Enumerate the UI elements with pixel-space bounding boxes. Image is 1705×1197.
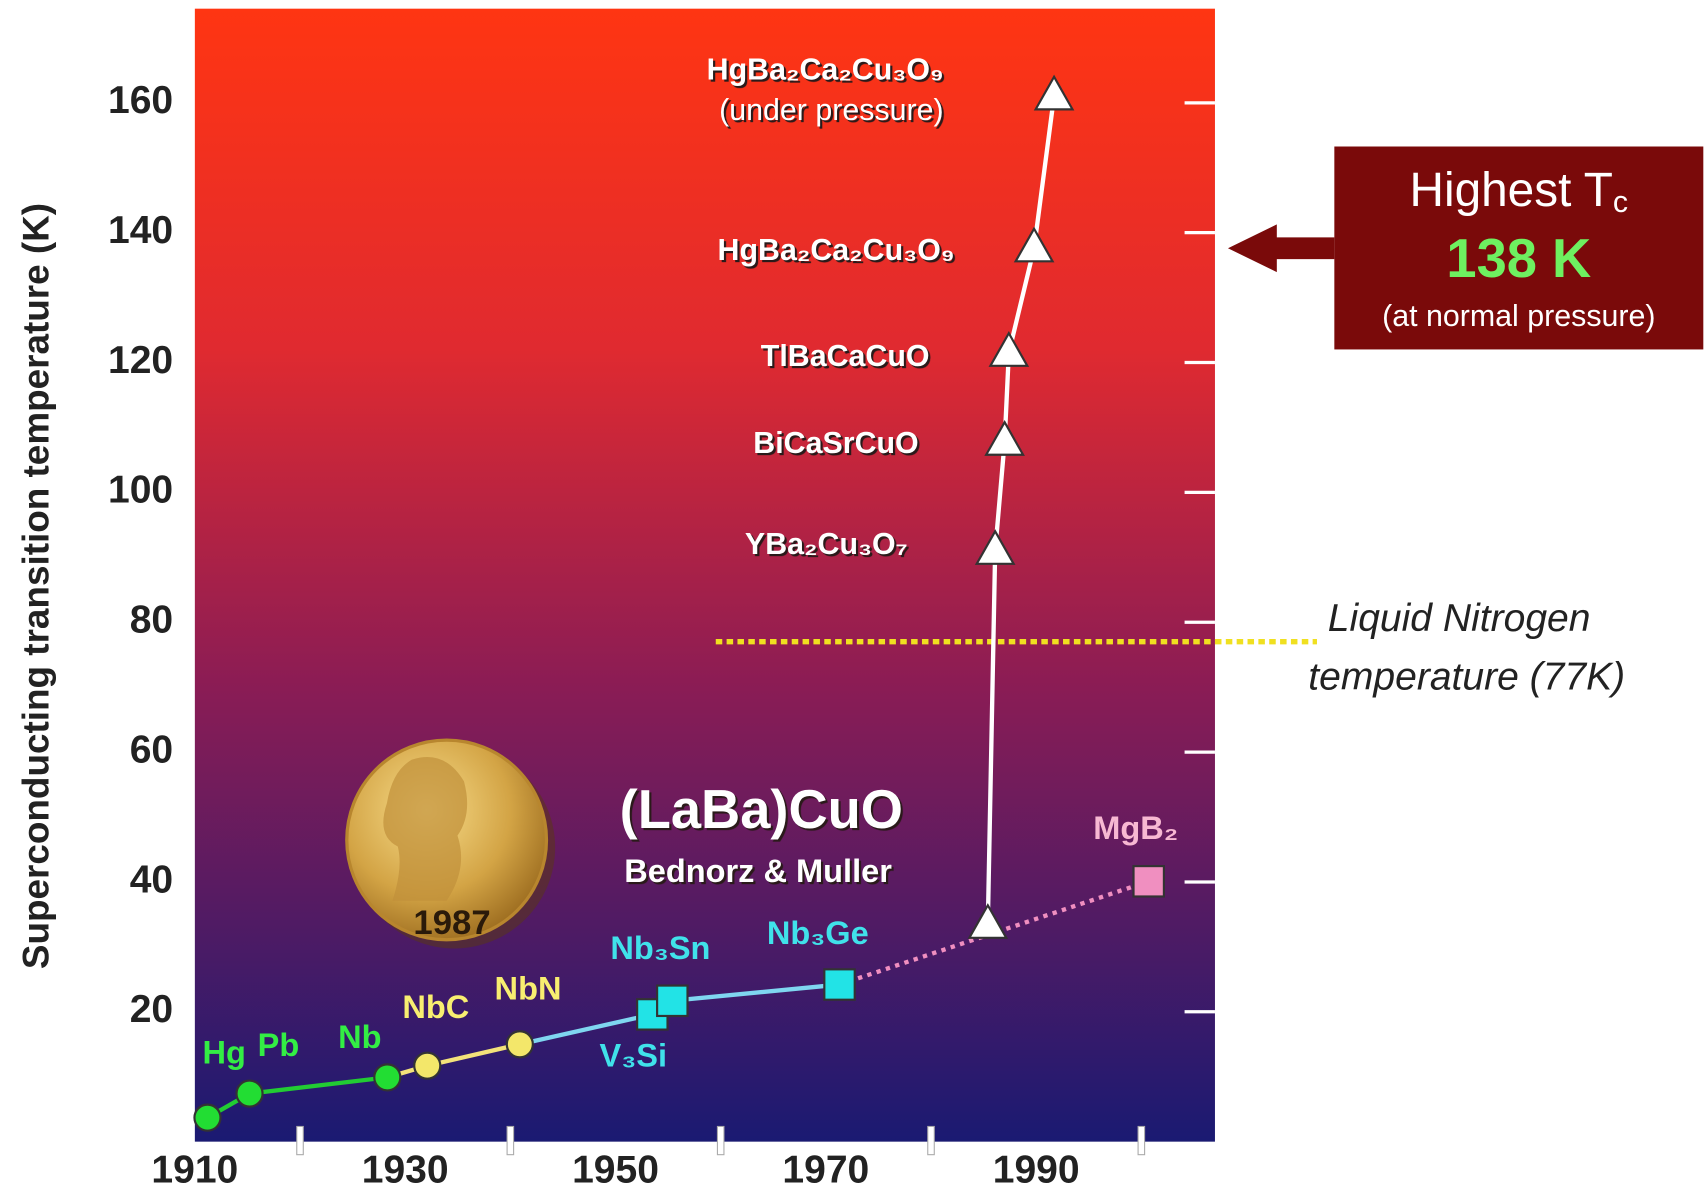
point-label: HgBa₂Ca₂Cu₃O₉ — [707, 53, 944, 87]
page: {"chart_data": { "type": "scatter", "y_l… — [0, 0, 1705, 1197]
x-tick-label: 1970 — [782, 1148, 869, 1191]
y-axis-title: Superconducting transition temperature (… — [15, 203, 56, 969]
point-label: MgB₂ — [1093, 810, 1178, 846]
x-tick-label: 1930 — [362, 1148, 449, 1191]
authors-label: Bednorz & Muller — [624, 853, 892, 889]
point — [1134, 866, 1164, 896]
medal-year: 1987 — [413, 904, 490, 942]
point — [374, 1064, 400, 1090]
point — [657, 986, 687, 1016]
point — [237, 1081, 263, 1107]
point-label: YBa₂Cu₃O₇ — [745, 527, 908, 561]
callout: Highest Tc 138 K (at normal pressure) — [1228, 147, 1703, 350]
point-label: BiCaSrCuO — [753, 426, 918, 460]
y-tick-label: 40 — [130, 858, 173, 901]
chart: Superconducting transition temperature (… — [0, 0, 1705, 1197]
x-tick-label: 1990 — [993, 1148, 1080, 1191]
y-tick-label: 160 — [108, 79, 173, 122]
callout-title: Highest Tc — [1410, 164, 1629, 219]
point-label: Nb₃Sn — [610, 930, 710, 966]
x-tick-label: 1910 — [151, 1148, 238, 1191]
y-tick-label: 120 — [108, 339, 173, 382]
callout-note: (at normal pressure) — [1382, 299, 1655, 333]
point-label: HgBa₂Ca₂Cu₃O₉ — [718, 233, 955, 267]
callout-title-sub: c — [1613, 185, 1628, 219]
point-label: NbN — [495, 970, 562, 1006]
point-label: Nb — [338, 1019, 381, 1055]
point-label: V₃Si — [600, 1038, 668, 1074]
point-label: Pb — [258, 1027, 300, 1063]
y-tick-label: 60 — [130, 728, 173, 771]
x-minor-tick — [297, 1126, 304, 1154]
point-label: (under pressure) — [719, 93, 944, 127]
y-tick-label: 140 — [108, 209, 173, 252]
discovery-label: (LaBa)CuO — [620, 780, 903, 840]
point-label: Hg — [202, 1034, 245, 1070]
y-tick-label: 100 — [108, 469, 173, 512]
x-minor-tick — [717, 1126, 724, 1154]
point-label: TlBaCaCuO — [761, 339, 930, 373]
x-minor-tick — [1138, 1126, 1145, 1154]
reference-line-label: temperature (77K) — [1308, 656, 1625, 699]
callout-title-main: Highest T — [1410, 164, 1613, 217]
point-label: NbC — [402, 989, 469, 1025]
x-tick-label: 1950 — [572, 1148, 659, 1191]
reference-line-label: Liquid Nitrogen — [1328, 597, 1591, 640]
y-tick-label: 20 — [130, 988, 173, 1031]
y-tick-label: 80 — [130, 599, 173, 642]
x-minor-tick — [507, 1126, 514, 1154]
callout-arrow — [1228, 224, 1334, 272]
x-minor-tick — [928, 1126, 935, 1154]
plot-area — [195, 9, 1215, 1142]
point — [414, 1053, 440, 1079]
callout-value: 138 K — [1446, 229, 1591, 289]
point — [194, 1105, 220, 1131]
point-label: Nb₃Ge — [767, 915, 869, 951]
point — [507, 1031, 533, 1057]
point — [824, 969, 854, 999]
